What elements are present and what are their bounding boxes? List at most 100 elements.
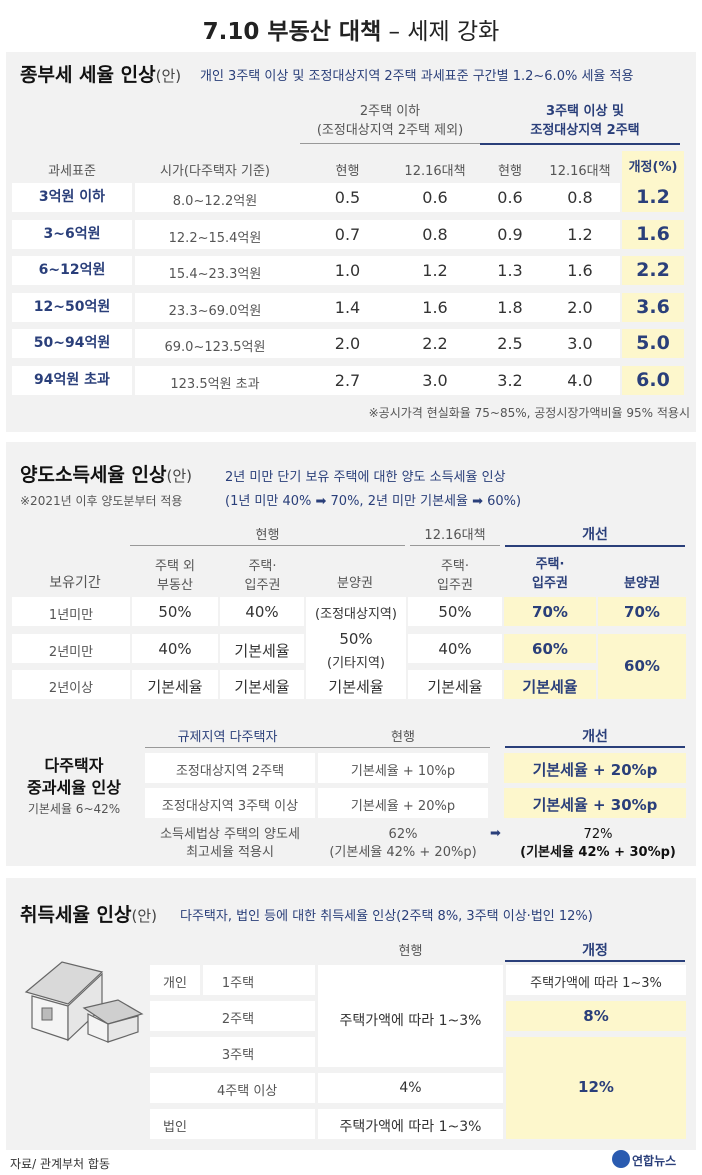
s3-heading: 취득세율 인상(안) (20, 904, 158, 926)
s2-r3-c4: 기본세율 (427, 678, 483, 696)
s2-r1-c1: 50% (158, 603, 192, 621)
s2-r2-label: 2년미만 (48, 645, 94, 660)
s3-cur-b: 4% (399, 1080, 422, 1096)
s2-r3-c3: 기본세율 (328, 678, 384, 696)
s1-group-a-rule (300, 143, 480, 144)
s2-r3-c1-box (132, 670, 218, 699)
s2-m-r3-b: 62% (기본세율 42% + 20%p) (329, 827, 477, 860)
s2-r3-c5-box (504, 670, 596, 699)
s1-header-1216-a: 12.16대책 (404, 164, 466, 179)
s1-row-label: 3억원 이하 (12, 183, 132, 212)
s1-row-cell: 0.9 (497, 225, 523, 244)
s2-multi-title: 다주택자 중과세율 인상 (27, 756, 121, 797)
s3-h-new: 개정 (582, 943, 608, 959)
s2-m-rule-a (145, 747, 490, 748)
s1-row-revised: 5.0 (636, 332, 670, 354)
s1-row-revised-box (622, 183, 684, 212)
s1-row-revised: 1.2 (636, 186, 670, 208)
s2-r3-c1: 기본세율 (147, 678, 203, 696)
s1-row-cell: 15.4~23.3억원 (168, 267, 262, 282)
s3-new-1-box (506, 965, 686, 995)
s2-r3-c2-box (220, 670, 304, 699)
s3-cur-c: 주택가액에 따라 1~3% (339, 1119, 482, 1135)
s2-m-r2-a-box (145, 788, 315, 818)
s1-row-cell: 3.0 (422, 371, 448, 390)
s2-multi-base: 기본세율 6~42% (27, 802, 121, 816)
s3-r1: 2주택 (221, 1012, 255, 1027)
s2-r2-c3b: (기타지역) (327, 656, 385, 671)
s1-row-cell: 12.2~15.4억원 (168, 231, 262, 246)
s3-personal-box (150, 965, 200, 995)
s1-row-cell: 0.5 (334, 188, 361, 207)
s2-r2-c4: 40% (438, 640, 472, 658)
s2-r1-label: 1년미만 (48, 608, 94, 623)
house-icon (24, 961, 144, 1043)
page-title: 7.10 부동산 대책 – 세제 강화 (0, 12, 702, 46)
s2-m-rule-b (505, 746, 685, 748)
s1-row-revised-box (622, 256, 684, 285)
footer-logo: 연합뉴스 (632, 1154, 677, 1168)
s3-new-1: 주택가액에 따라 1~3% (530, 976, 662, 991)
s3-desc: 다주택자, 법인 등에 대한 취득세율 인상(2주택 8%, 3주택 이상·법인… (180, 909, 593, 924)
s2-rule-1216 (410, 545, 500, 546)
s3-new-3: 12% (578, 1078, 614, 1096)
s2-r3-label-box (12, 670, 130, 699)
s1-row-cell: 1.2 (422, 261, 448, 280)
s2-m-h2: 현행 (391, 730, 415, 745)
s2-h-c3: 분양권 (337, 576, 373, 591)
s3-personal: 개인 (163, 976, 187, 991)
s3-r0: 1주택 (221, 976, 255, 991)
s1-row-cell: 2.0 (334, 334, 361, 353)
s3-corp: 법인 (163, 1120, 187, 1135)
arrow-right-icon: ➡ (490, 826, 501, 841)
s2-m-r1-b: 기본세율 + 10%p (350, 764, 456, 779)
s2-group-1216: 12.16대책 (424, 528, 486, 543)
s1-row-cell: 2.5 (497, 334, 523, 353)
s3-h-current: 현행 (398, 944, 423, 959)
s3-cur-a: 주택가액에 따라 1~3% (339, 1013, 482, 1029)
s1-header-tax-base: 과세표준 (48, 164, 96, 179)
s3-cur-b-box (318, 1073, 503, 1103)
s2-r2-c2-box (220, 634, 304, 663)
s1-row-label: 3~6억원 (12, 220, 132, 249)
s1-row-revised: 1.6 (636, 223, 670, 245)
s1-row-cell: 123.5억원 초과 (170, 377, 260, 392)
s1-header-1216-b: 12.16대책 (549, 164, 611, 179)
s1-row-cell: 1.8 (497, 298, 523, 317)
s1-desc: 개인 3주택 이상 및 조정대상지역 2주택 과세표준 구간별 1.2~6.0%… (200, 69, 634, 84)
s1-row-revised-box (622, 293, 684, 322)
s3-new-3-box (506, 1037, 686, 1139)
s2-r1-c3: (조정대상지역) (315, 607, 397, 622)
s2-desc2: (1년 미만 40% ➡ 70%, 2년 미만 기본세율 ➡ 60%) (225, 494, 522, 509)
s1-header-cur-a: 현행 (335, 164, 360, 179)
s1-row-cell: 1.4 (334, 298, 361, 317)
s1-row-revised: 2.2 (636, 259, 670, 281)
s2-h-c1: 주택 외 부동산 (154, 559, 195, 593)
s3-new-2-box (506, 1001, 686, 1031)
s1-group-b: 3주택 이상 및 조정대상지역 2주택 (530, 104, 640, 138)
s1-row-cell: 0.7 (334, 225, 361, 244)
s2-note: ※2021년 이후 양도분부터 적용 (20, 494, 183, 508)
s2-m-r2-c: 기본세율 + 30%p (532, 796, 658, 814)
s1-row-revised-box (622, 366, 684, 395)
s2-h-period: 보유기간 (49, 575, 101, 591)
s1-row-cell: 4.0 (567, 371, 593, 390)
s2-r1-c4: 50% (438, 603, 472, 621)
s2-h-c4: 주택· 입주권 (437, 559, 473, 593)
s3-r3: 4주택 이상 (217, 1084, 278, 1099)
s2-m-r1-a: 조정대상지역 2주택 (175, 764, 285, 779)
s1-row-cell: 3.2 (497, 371, 523, 390)
s2-r2-c1-box (132, 634, 218, 663)
s1-row-label: 12~50억원 (12, 293, 132, 322)
s2-m-r2-c-box (504, 788, 686, 818)
s1-group-a: 2주택 이하 (조정대상지역 2주택 제외) (316, 104, 464, 138)
s2-r1-c2: 40% (245, 603, 279, 621)
s2-r2-label-box (12, 634, 130, 663)
s1-group-b-rule (480, 143, 680, 145)
s2-m-r3-a: 소득세법상 주택의 양도세 최고세율 적용시 (160, 827, 300, 860)
s2-m-r1-c: 기본세율 + 20%p (532, 761, 658, 779)
s2-r2-c5: 60% (532, 640, 568, 658)
s2-r3-c2: 기본세율 (234, 678, 290, 696)
s2-c3-box (306, 597, 406, 699)
s2-m-r2-b-box (318, 788, 488, 818)
